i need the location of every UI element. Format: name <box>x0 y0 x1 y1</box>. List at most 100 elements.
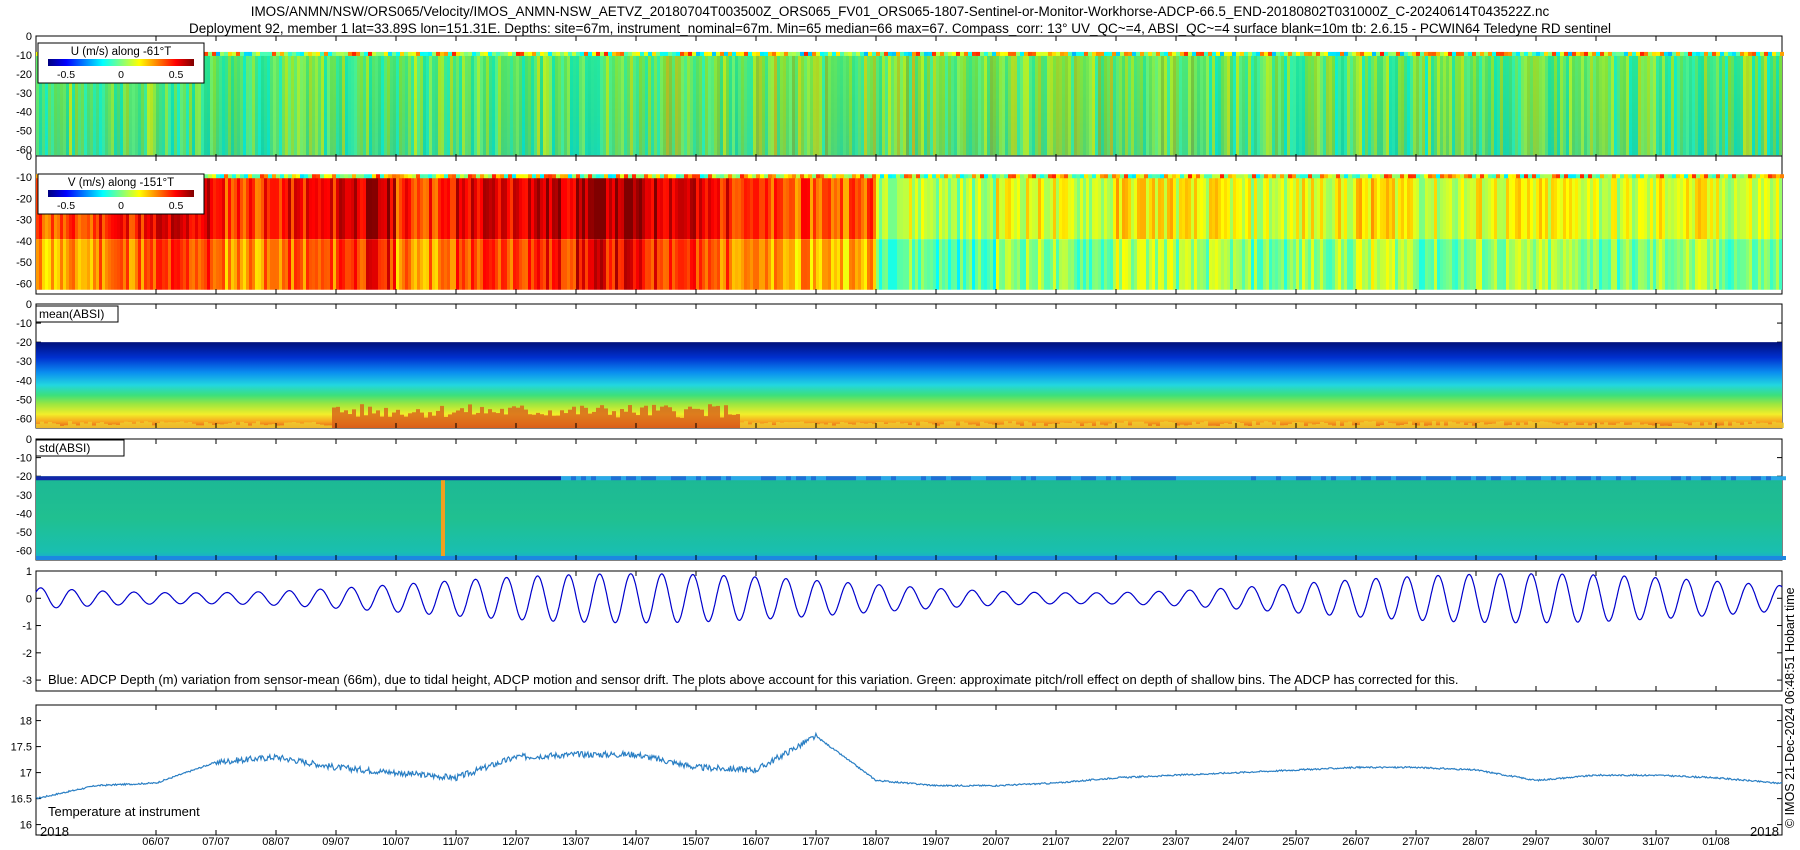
v-velocity-surface-cell <box>732 174 736 179</box>
v-velocity-surface-cell <box>1432 174 1436 179</box>
u-velocity-column <box>1233 54 1236 156</box>
std-absi-bottom-cell <box>826 556 831 560</box>
v-velocity-column <box>1590 239 1593 290</box>
v-velocity-column <box>1578 239 1581 290</box>
v-velocity-column <box>591 239 594 290</box>
v-velocity-column <box>1182 177 1185 240</box>
mean-absi-column <box>424 417 428 428</box>
u-velocity-surface-cell <box>1636 51 1640 56</box>
std-absi-top-cell <box>506 476 511 481</box>
mean-absi-column <box>1252 421 1256 428</box>
v-velocity-column <box>732 177 735 240</box>
v-velocity-surface-cell <box>464 174 468 179</box>
mean-absi-column <box>252 423 256 428</box>
mean-absi-column <box>1500 421 1504 428</box>
v-velocity-surface-cell <box>976 174 980 179</box>
v-velocity-column <box>1011 177 1014 240</box>
u-velocity-surface-cell <box>1400 51 1404 56</box>
v-velocity-surface-cell <box>1184 174 1188 179</box>
v-velocity-column <box>705 239 708 290</box>
u-velocity-surface-cell <box>664 51 668 56</box>
std-absi-bottom-cell <box>426 556 431 560</box>
v-velocity-surface-cell <box>480 174 484 179</box>
std-absi-top-cell <box>1291 476 1296 481</box>
mean-absi-column <box>1656 423 1660 428</box>
v-velocity-column <box>1386 239 1389 290</box>
mean-absi-column <box>1592 423 1596 428</box>
std-absi-top-cell <box>1216 476 1221 481</box>
v-velocity-column <box>690 177 693 240</box>
std-absi-bottom-cell <box>481 556 486 560</box>
std-absi-bottom-cell <box>1096 556 1101 560</box>
v-velocity-surface-cell <box>1684 174 1688 179</box>
u-velocity-surface-cell <box>656 51 660 56</box>
v-velocity-column <box>1356 177 1359 240</box>
v-velocity-surface-cell <box>1164 174 1168 179</box>
v-velocity-surface-cell <box>260 174 264 179</box>
adcp-depth-panel: 10-1-2-3 Blue: ADCP Depth (m) variation f… <box>22 566 1783 692</box>
std-absi-top-cell <box>1491 476 1496 481</box>
v-velocity-column <box>1044 239 1047 290</box>
u-velocity-column <box>1566 54 1569 156</box>
u-velocity-surface-cell <box>1496 51 1500 56</box>
mean-absi-column <box>844 422 848 428</box>
std-absi-bottom-cell <box>1641 556 1646 560</box>
std-absi-bottom-cell <box>1046 556 1051 560</box>
u-velocity-column <box>258 54 261 156</box>
u-velocity-surface-cell <box>1732 51 1736 56</box>
std-absi-bottom-cell <box>211 556 216 560</box>
v-velocity-column <box>861 177 864 240</box>
mean-absi-column <box>264 425 268 428</box>
u-velocity-surface-cell <box>848 51 852 56</box>
std-absi-top-cell <box>116 476 121 481</box>
u-velocity-column <box>1209 54 1212 156</box>
v-velocity-column <box>1647 239 1650 290</box>
v-velocity-column <box>1539 177 1542 240</box>
v-velocity-column <box>1140 239 1143 290</box>
mean-absi-column <box>324 425 328 428</box>
u-velocity-surface-cell <box>1108 51 1112 56</box>
v-velocity-surface-cell <box>1004 174 1008 179</box>
std-absi-top-cell <box>1411 476 1416 481</box>
v-velocity-column <box>222 177 225 240</box>
v-velocity-column <box>1725 239 1728 290</box>
mean-absi-column <box>412 412 416 428</box>
u-velocity-column <box>1143 54 1146 156</box>
v-velocity-colorbar-tick: 0 <box>118 200 124 212</box>
u-velocity-column <box>354 54 357 156</box>
std-absi-bottom-cell <box>926 556 931 560</box>
v-velocity-column <box>1569 239 1572 290</box>
v-velocity-column <box>1776 239 1779 290</box>
u-velocity-column <box>1593 54 1596 156</box>
v-velocity-column <box>1476 239 1479 290</box>
std-absi-bottom-cell <box>1136 556 1141 560</box>
u-velocity-column <box>558 54 561 156</box>
std-absi-bottom-cell <box>531 556 536 560</box>
v-velocity-column <box>477 177 480 240</box>
v-velocity-column <box>450 177 453 240</box>
std-absi-bottom-cell <box>246 556 251 560</box>
v-velocity-surface-cell <box>1552 174 1556 179</box>
u-velocity-column <box>1293 54 1296 156</box>
v-velocity-legend-label: V (m/s) along -151°T <box>68 177 174 189</box>
u-velocity-column <box>1005 54 1008 156</box>
v-velocity-column <box>1320 177 1323 240</box>
std-absi-bottom-cell <box>821 556 826 560</box>
v-velocity-column <box>1041 239 1044 290</box>
std-absi-top-cell <box>646 476 651 481</box>
v-velocity-column <box>780 177 783 240</box>
std-absi-top-cell <box>161 476 166 481</box>
u-velocity-column <box>1086 54 1089 156</box>
v-velocity-column <box>243 177 246 240</box>
v-velocity-surface-cell <box>1412 174 1416 179</box>
v-velocity-column <box>1116 177 1119 240</box>
v-velocity-surface-cell <box>1008 174 1012 179</box>
u-velocity-column <box>1434 54 1437 156</box>
u-velocity-column <box>1314 54 1317 156</box>
u-velocity-surface-cell <box>460 51 464 56</box>
v-velocity-surface-cell <box>1428 174 1432 179</box>
v-velocity-column <box>1278 239 1281 290</box>
temperature-ytick-label: 17 <box>20 768 32 780</box>
mean-absi-column <box>1188 424 1192 428</box>
v-velocity-surface-cell <box>1120 174 1124 179</box>
